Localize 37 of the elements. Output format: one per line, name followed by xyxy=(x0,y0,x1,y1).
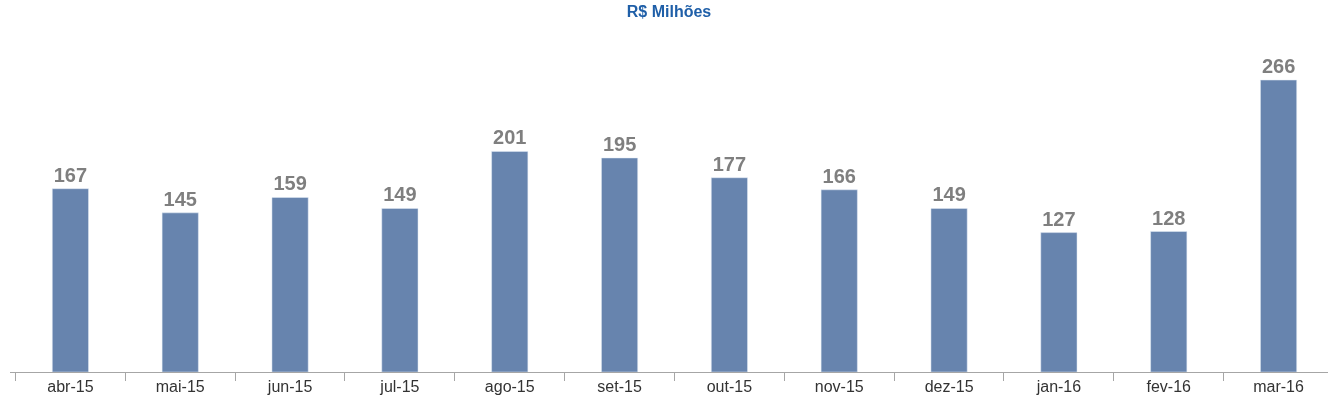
data-label: 149 xyxy=(383,183,417,206)
x-tick-label: mar-16 xyxy=(1253,378,1305,396)
bar xyxy=(1260,79,1297,372)
data-label: 195 xyxy=(602,132,637,155)
x-tick-label: dez-15 xyxy=(924,378,974,396)
bar xyxy=(381,208,419,372)
x-tick-label: jan-16 xyxy=(1035,378,1082,396)
data-label: 177 xyxy=(712,152,747,175)
bar xyxy=(711,177,748,372)
data-label: 149 xyxy=(932,183,966,206)
bar xyxy=(52,188,89,372)
data-label: 128 xyxy=(1152,206,1186,229)
x-tick-label: set-15 xyxy=(597,378,642,396)
x-tick-label: fev-16 xyxy=(1146,378,1192,396)
x-tick-label: jun-15 xyxy=(266,378,313,396)
data-label: 145 xyxy=(163,187,197,210)
data-label: 266 xyxy=(1261,55,1296,78)
bar xyxy=(1150,231,1188,372)
data-label: 201 xyxy=(493,126,527,149)
chart-title: R$ Milhões xyxy=(626,3,712,21)
bar xyxy=(820,189,858,372)
x-tick-label: nov-15 xyxy=(814,378,864,396)
data-label: 167 xyxy=(53,163,88,186)
bar xyxy=(1040,232,1078,372)
x-tick-label: out-15 xyxy=(706,378,753,396)
bar xyxy=(930,208,968,372)
bar xyxy=(161,212,199,372)
bar xyxy=(271,197,309,372)
x-tick-label: ago-15 xyxy=(484,378,535,396)
data-label: 127 xyxy=(1042,207,1076,230)
x-tick-label: mai-15 xyxy=(155,378,205,396)
x-tick-label: abr-15 xyxy=(47,378,94,396)
bar xyxy=(601,157,638,372)
x-tick-label: jul-15 xyxy=(379,378,420,396)
data-label: 159 xyxy=(273,172,307,195)
bar xyxy=(491,151,529,372)
data-label: 166 xyxy=(822,164,856,187)
